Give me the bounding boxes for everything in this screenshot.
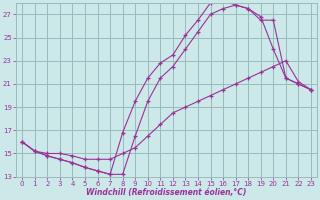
X-axis label: Windchill (Refroidissement éolien,°C): Windchill (Refroidissement éolien,°C): [86, 188, 247, 197]
